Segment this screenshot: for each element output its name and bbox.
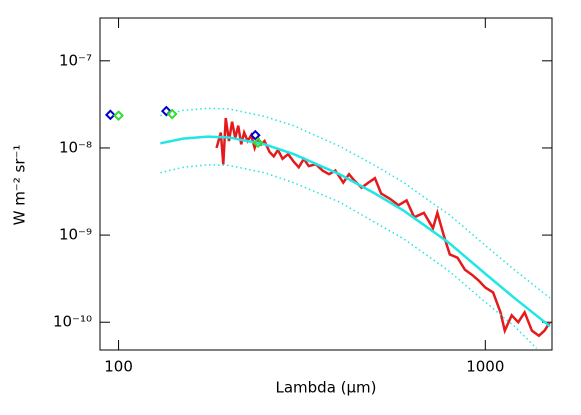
x-tick-label: 1000	[466, 358, 504, 376]
data-point	[249, 129, 261, 141]
y-axis-label: W m⁻² sr⁻¹	[11, 145, 29, 226]
data-point	[160, 105, 172, 117]
data-point	[166, 108, 178, 120]
y-tick-label: 10⁻⁷	[59, 51, 92, 69]
x-axis-label: Lambda (μm)	[275, 379, 376, 397]
series-line	[160, 164, 538, 349]
y-tick-label: 10⁻⁸	[59, 138, 92, 156]
series-line	[215, 117, 551, 338]
data-point	[104, 109, 116, 121]
series-line	[160, 135, 551, 328]
y-tick-label: 10⁻¹⁰	[53, 313, 92, 331]
x-tick-label: 100	[104, 358, 133, 376]
y-tick-label: 10⁻⁹	[59, 226, 92, 244]
plot-frame	[99, 17, 553, 351]
series-line	[160, 107, 551, 299]
data-point	[113, 110, 124, 122]
data-point	[252, 137, 264, 149]
